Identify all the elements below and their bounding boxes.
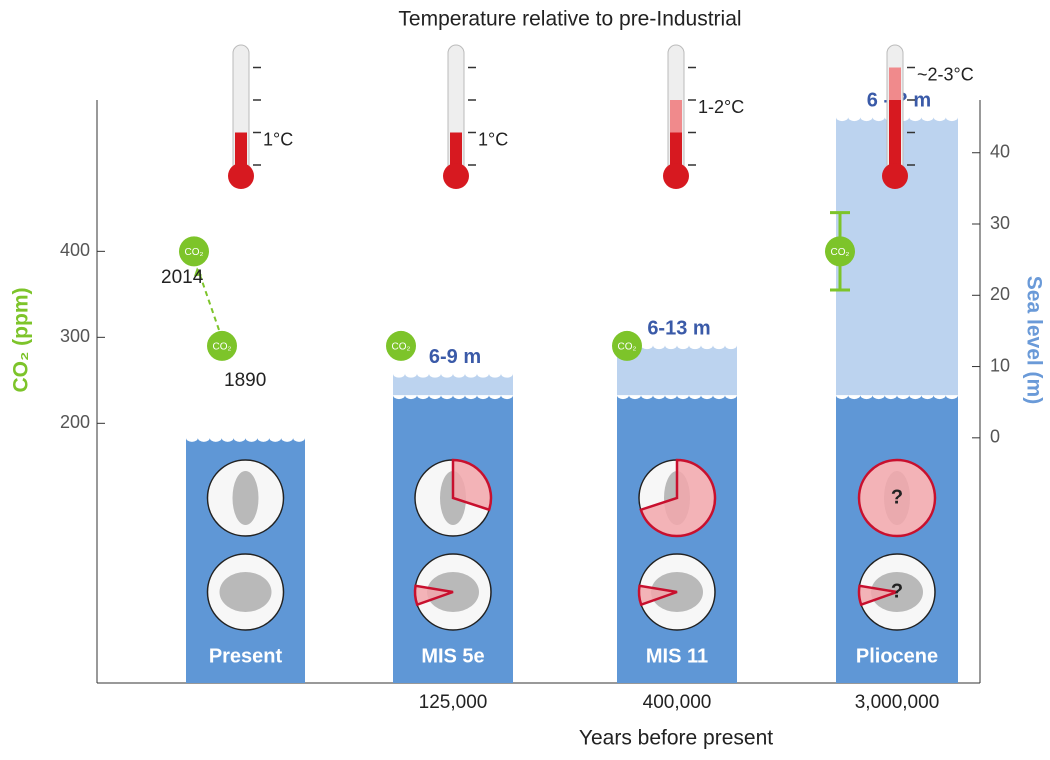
co2-marker	[207, 330, 237, 361]
co2-marker-label: CO₂	[185, 247, 204, 258]
chart-title: Temperature relative to pre-Industrial	[398, 8, 741, 31]
co2-marker	[386, 330, 416, 361]
ice-loss	[637, 584, 678, 607]
sea-level-bar	[617, 395, 737, 683]
sea-level-label: 6-13 m	[647, 317, 710, 339]
co2-year-label: 2014	[161, 267, 204, 288]
co2-marker	[179, 236, 209, 267]
temperature-range	[670, 100, 682, 133]
temperature-label: 1-2°C	[698, 97, 744, 117]
y-tick-label: 300	[60, 326, 90, 346]
category-label: MIS 11	[646, 645, 708, 667]
temperature-label: ~2-3°C	[917, 64, 974, 84]
co2-marker-label: CO₂	[618, 342, 637, 353]
ice-loss	[413, 584, 454, 607]
x-tick-label: 400,000	[643, 692, 712, 713]
co2-marker-label: CO₂	[213, 342, 232, 353]
y2-tick-label: 30	[990, 213, 1010, 233]
sea-level-range	[836, 117, 958, 396]
co2-arrow	[197, 269, 220, 331]
thermometer-bulb	[882, 163, 908, 189]
ice-loss	[639, 458, 717, 538]
thermometer-bulb	[663, 163, 689, 189]
temperature-range	[889, 67, 901, 100]
unknown-marker: ?	[891, 486, 903, 508]
x-tick-label: 3,000,000	[855, 692, 940, 713]
y2-tick-label: 0	[990, 427, 1000, 447]
sea-level-range	[393, 373, 513, 396]
co2-marker	[825, 236, 855, 267]
y2-tick-label: 10	[990, 355, 1010, 375]
co2-arrow-head	[194, 267, 202, 277]
temperature-bar	[889, 100, 901, 176]
x-tick-label: 125,000	[419, 692, 488, 713]
co2-marker-label: CO₂	[392, 342, 411, 353]
ice-loss	[451, 458, 493, 512]
x-axis-title: Years before present	[579, 727, 773, 750]
ice-shape	[219, 572, 272, 612]
sea-level-bar	[393, 395, 513, 683]
category-label: MIS 5e	[421, 645, 484, 667]
temperature-label: 1°C	[263, 129, 293, 149]
ice-loss	[857, 458, 937, 538]
y2-tick-label: 20	[990, 284, 1010, 304]
co2-year-label: 1890	[224, 370, 266, 391]
sea-level-bar	[836, 395, 958, 683]
co2-marker	[612, 330, 642, 361]
thermometer-bulb	[228, 163, 254, 189]
ice-shape	[232, 471, 259, 525]
sea-level-range	[617, 345, 737, 396]
unknown-marker: ?	[891, 580, 903, 602]
thermometer-bulb	[443, 163, 469, 189]
co2-marker-label: CO₂	[831, 247, 850, 258]
y-axis-title: CO₂ (ppm)	[10, 288, 33, 393]
category-label: Pliocene	[856, 645, 938, 667]
y2-tick-label: 40	[990, 141, 1010, 161]
ice-loss	[857, 584, 898, 607]
temperature-label: 1°C	[478, 129, 508, 149]
y-tick-label: 400	[60, 240, 90, 260]
category-label: Present	[209, 645, 283, 667]
y-tick-label: 200	[60, 412, 90, 432]
y2-axis-title: Sea level (m)	[1022, 276, 1045, 404]
sea-level-label: 6-9 m	[429, 346, 481, 368]
